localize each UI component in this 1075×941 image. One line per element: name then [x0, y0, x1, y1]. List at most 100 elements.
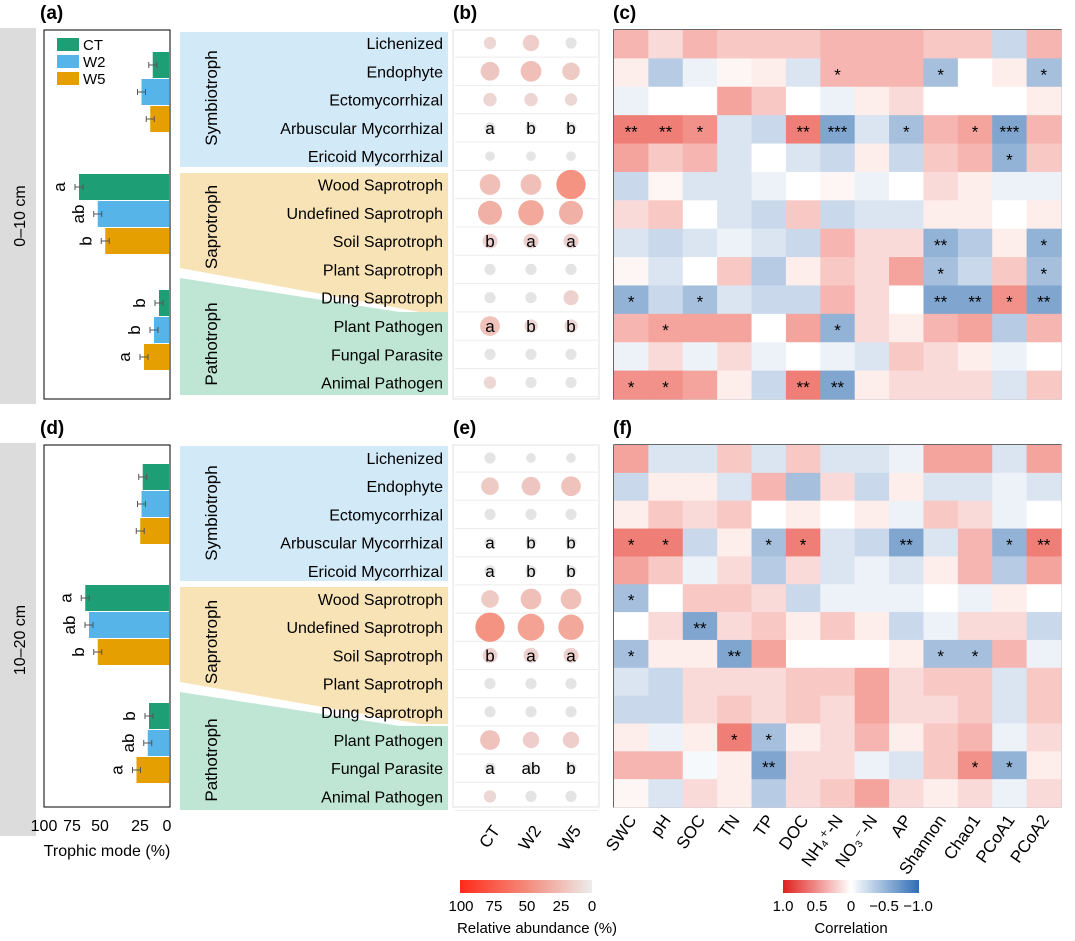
correlation-tick: −0.5 [869, 898, 899, 915]
heatmap-cell [923, 445, 959, 474]
significance-letter: b [125, 325, 144, 334]
heatmap-cell [682, 528, 718, 557]
bubble-ct [479, 174, 501, 195]
heatmap-cell [957, 445, 993, 474]
heatmap-cell [785, 445, 821, 474]
bubble-w2 [525, 537, 537, 549]
depth-strip-bottom [0, 443, 36, 836]
bubble-w2 [520, 174, 542, 195]
heatmap-cell [820, 723, 856, 752]
heatmap-cell [1026, 556, 1062, 585]
heatmap-cell [923, 370, 959, 400]
significance-stars: * [972, 758, 979, 777]
guild-label: Wood Saprotroph [318, 592, 443, 609]
heatmap-cell [614, 779, 649, 808]
guild-label: Undefined Saprotroph [286, 206, 443, 223]
heatmap-cell [889, 445, 924, 474]
significance-stars: * [628, 535, 635, 554]
abundance-tick: 50 [519, 898, 536, 915]
bubble-w2 [525, 122, 537, 134]
guild-label: Plant Pathogen [334, 319, 443, 336]
heatmap-cell [923, 285, 959, 315]
heatmap-cell [614, 200, 649, 230]
bubble-w5 [563, 647, 579, 663]
heatmap-cell [1026, 528, 1062, 557]
significance-stars: * [628, 647, 635, 666]
heatmap-cell [1026, 779, 1062, 808]
heatmap-cell [648, 639, 684, 669]
bubble-w5 [562, 62, 580, 81]
heatmap-cell [889, 472, 924, 502]
legend-swatch-ct [57, 38, 79, 51]
heatmap-cell [682, 639, 718, 669]
heatmap-cell [751, 228, 787, 258]
heatmap-cell [820, 30, 856, 59]
heatmap-cell [717, 200, 753, 230]
heatmap-cell [648, 667, 684, 697]
bar-symbiotroph-ct [152, 52, 169, 78]
heatmap-cell [751, 639, 787, 669]
heatmap-cell [614, 500, 649, 530]
heatmap-cell [820, 528, 856, 557]
heatmap-cell [820, 370, 856, 400]
heatmap-cell [820, 58, 856, 88]
heatmap-cell [648, 171, 684, 201]
significance-letter: b [69, 647, 88, 656]
bubble-panel-frame-top [452, 29, 600, 400]
bubble-ct [484, 762, 496, 774]
bubble-letter: b [485, 646, 494, 665]
heatmap-cell [751, 285, 787, 315]
heatmap-cell [820, 257, 856, 286]
heatmap-cell [992, 528, 1028, 557]
heatmap-cell [1026, 200, 1062, 230]
heatmap-cell [717, 472, 753, 502]
heatmap-cell [889, 370, 924, 400]
significance-stars: ** [968, 293, 982, 312]
heatmap-cell [957, 667, 993, 697]
heatmap-cell [854, 143, 890, 173]
bubble-ct [480, 316, 500, 336]
heatmap-cell [648, 58, 684, 88]
heatmap-cell [992, 115, 1028, 145]
heatmap-cell [682, 257, 718, 286]
bar-axis-tick: 50 [91, 818, 109, 835]
panel-label-e: (e) [453, 418, 476, 439]
heatmap-axis-label: SWC [602, 811, 640, 854]
heatmap-cell [751, 556, 787, 585]
heatmap-cell [854, 528, 890, 557]
heatmap-cell [614, 370, 649, 400]
heatmap-cell [682, 58, 718, 88]
heatmap-cell [717, 30, 753, 59]
bubble-ct [477, 200, 503, 225]
bubble-w5 [565, 122, 577, 134]
heatmap-cell [854, 200, 890, 230]
significance-stars: ** [831, 378, 845, 397]
heatmap-cell [957, 200, 993, 230]
heatmap-cell [751, 779, 787, 808]
heatmap-cell [957, 285, 993, 315]
heatmap-cell [992, 472, 1028, 502]
bubble-axis-label: W2 [515, 822, 545, 854]
guild-label: Endophyte [366, 479, 443, 496]
symbiotroph-region-top [180, 32, 448, 167]
heatmap-cell [717, 171, 753, 201]
legend-label-w5: W5 [83, 71, 106, 88]
bubble-w5 [565, 508, 577, 520]
heatmap-cell [648, 472, 684, 502]
significance-stars: ** [659, 122, 673, 141]
significance-stars: * [1006, 293, 1013, 312]
heatmap-cell [785, 313, 821, 343]
heatmap-cell [785, 528, 821, 557]
heatmap-cell [820, 667, 856, 697]
significance-letter: ab [60, 616, 79, 635]
heatmap-cell [614, 472, 649, 502]
heatmap-cell [923, 584, 959, 613]
heatmap-axis-label: AP [887, 811, 916, 840]
heatmap-cell [889, 342, 924, 372]
heatmap-cell [923, 200, 959, 230]
heatmap-cell [682, 342, 718, 372]
bubble-ct [484, 263, 496, 275]
bubble-letter: b [485, 232, 494, 251]
guild-label: Soil Saprotroph [333, 648, 443, 665]
heatmap-cell [682, 200, 718, 230]
